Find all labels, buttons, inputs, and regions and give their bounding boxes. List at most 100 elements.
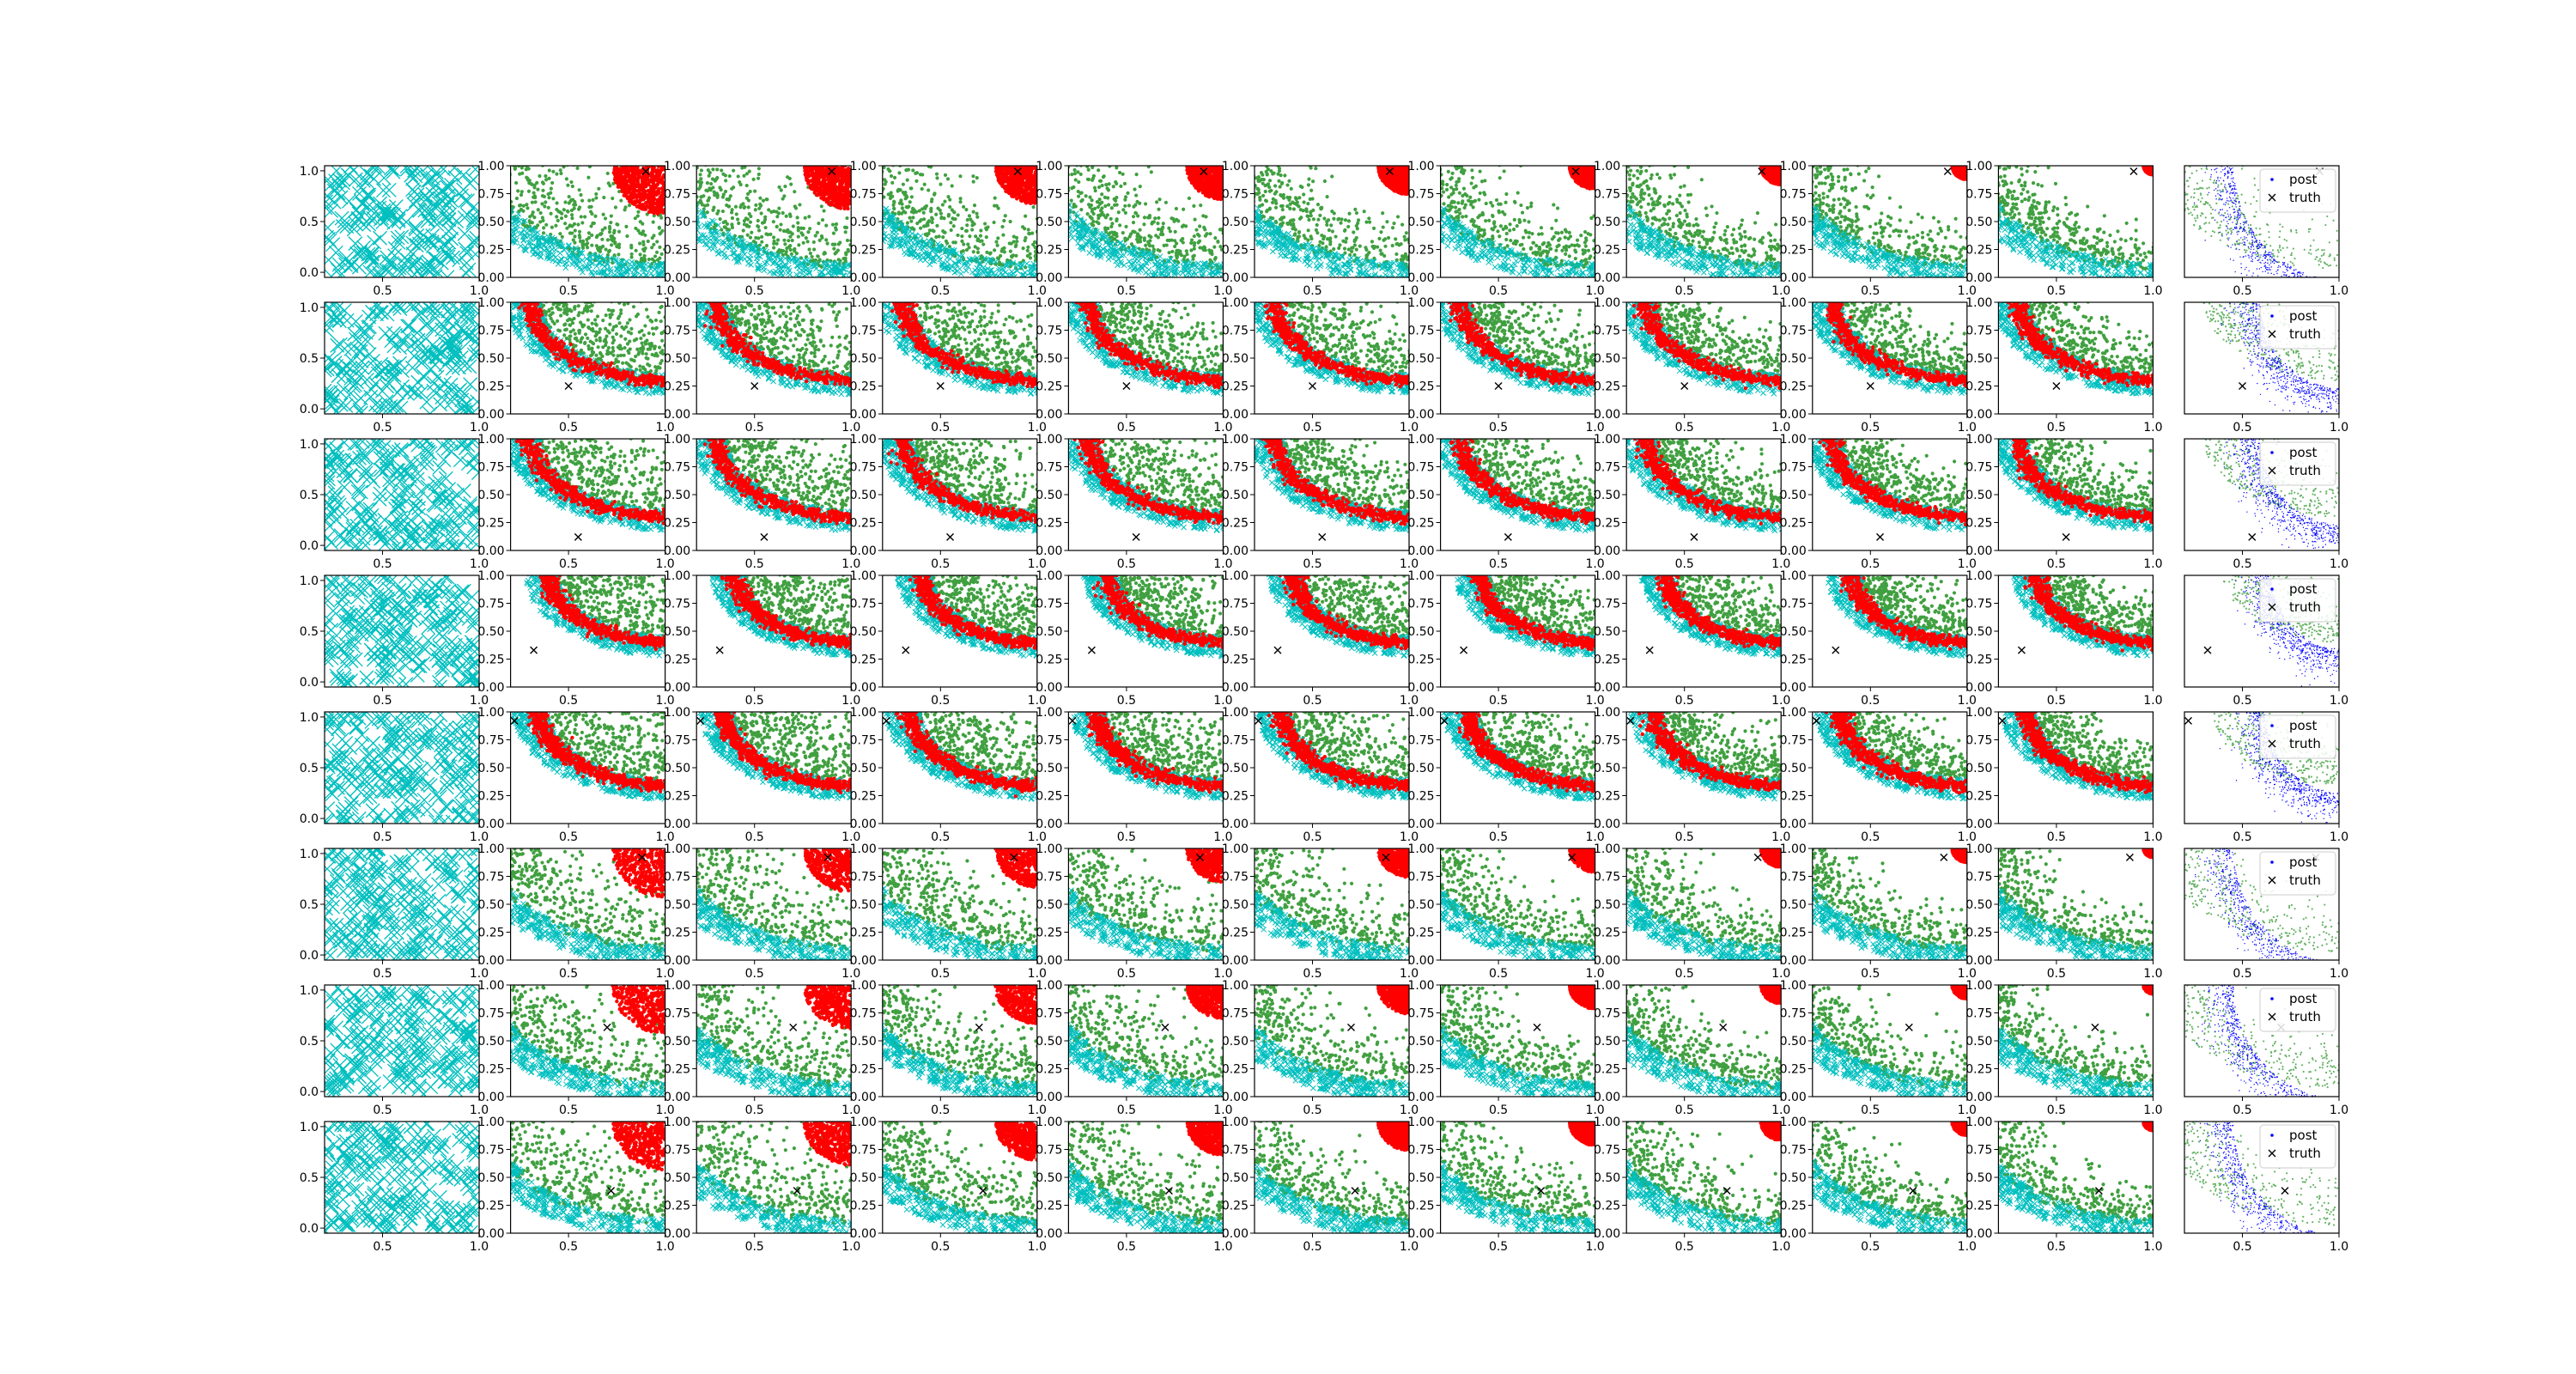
y-tick-label: 0.75 [1594,1144,1620,1158]
y-tick-label: 0.50 [664,216,690,229]
panel-r2-c3: 0.5 1.00.000.250.500.751.00 [664,296,863,435]
x-tick-label: 1.0 [2330,967,2348,981]
y-tick-label: 1.00 [1594,706,1620,720]
plot-area [876,435,1043,534]
x-tick-label: 1.0 [2330,830,2348,844]
x-tick-label: 0.5 [2233,967,2251,981]
x-tick-label: 0.5 [1117,421,1136,435]
x-tick-label: 0.5 [2233,284,2251,298]
y-tick-label: 1.00 [1407,160,1434,173]
plot-area [1621,434,1787,533]
y-tick-label: 0.25 [1965,517,1992,531]
y-tick-label: 0.75 [1222,461,1249,475]
plot-area [1248,298,1415,396]
legend-label: post [2289,581,2318,597]
y-tick-label: 0.25 [850,1200,877,1213]
truth-marker [1754,854,1761,860]
y-tick-label: 0.00 [1222,954,1249,968]
y-tick-label: 1.00 [1780,569,1807,583]
y-tick-label: 0.75 [1222,188,1249,202]
y-tick-label: 0.75 [664,871,690,885]
y-tick-label: 1.00 [477,1116,504,1129]
y-tick-label: 1.00 [1407,706,1434,720]
y-tick-label: 0.50 [1594,625,1620,639]
y-tick-label: 0.25 [850,790,877,804]
x-tick-label: 1.0 [470,1240,489,1254]
plot-area [318,705,485,830]
panel-r7-c3: 0.5 1.00.000.250.500.751.00 [646,979,861,1117]
y-tick-label: 0.5 [300,352,319,366]
front-points [612,164,667,216]
x-tick-label: 0.5 [1675,284,1694,298]
y-tick-label: 1.00 [1036,842,1062,856]
y-tick-label: 1.0 [300,165,319,179]
truth-marker [902,647,909,654]
y-tick-label: 0.75 [1594,325,1620,338]
panel-r1-c8: 0.5 1.00.000.250.500.751.00 [1575,160,1790,298]
plot-area [1814,707,1973,802]
plot-area [1455,570,1601,658]
y-tick-label: 0.25 [850,517,877,531]
y-tick-label: 0.25 [1965,1200,1992,1213]
y-tick-label: 0.25 [1780,927,1807,940]
x-tick-label: 0.5 [931,967,950,981]
x-tick-label: 0.5 [1117,1103,1136,1117]
truth-marker [2239,383,2246,390]
y-tick-label: 0.75 [1780,871,1807,885]
y-tick-label: 0.25 [664,1200,690,1213]
y-tick-label: 0.5 [300,625,319,639]
y-tick-label: 0.25 [664,790,690,804]
x-tick-label: 1.0 [2143,1240,2162,1254]
y-tick-label: 0.0 [300,1085,319,1099]
x-tick-label: 0.5 [1303,557,1321,571]
y-tick-label: 1.00 [1594,979,1620,993]
panel-r3-c8: 0.5 1.00.000.250.500.751.00 [1594,433,1790,571]
truth-marker [2053,383,2060,390]
y-tick-label: 1.00 [1222,433,1249,447]
x-tick-label: 0.5 [1675,1240,1694,1254]
panel-r5-c1: 0.5 1.00.00.51.0 [300,705,489,844]
y-tick-label: 0.75 [477,1007,504,1021]
x-tick-label: 0.5 [931,1103,950,1117]
front-points [994,1120,1039,1162]
y-tick-label: 0.75 [1965,871,1992,885]
prior-samples [319,568,486,694]
x-tick-label: 0.5 [1861,421,1880,435]
y-tick-label: 0.75 [1965,188,1992,202]
y-tick-label: 0.00 [477,1091,504,1104]
x-tick-label: 0.5 [745,284,764,298]
y-tick-label: 1.00 [1407,433,1434,447]
y-tick-label: 0.50 [1407,489,1434,502]
truth-marker [1720,1024,1727,1030]
y-tick-label: 0.25 [477,790,504,804]
y-tick-label: 0.50 [1594,898,1620,912]
y-tick-label: 0.75 [1594,598,1620,611]
y-tick-label: 0.50 [1222,489,1249,502]
y-tick-label: 0.75 [850,325,877,338]
y-tick-label: 0.50 [1780,625,1807,639]
y-tick-label: 0.25 [1780,517,1807,531]
y-tick-label: 0.50 [1407,352,1434,366]
panel-r1-c10: 0.5 1.00.000.250.500.751.00 [1947,160,2163,298]
y-tick-label: 0.50 [850,489,877,502]
y-tick-label: 0.25 [1594,654,1620,667]
y-tick-label: 0.75 [1036,598,1062,611]
y-tick-label: 0.75 [1594,871,1620,885]
y-tick-label: 1.00 [850,842,877,856]
y-tick-label: 1.00 [1036,706,1062,720]
y-tick-label: 0.75 [1407,325,1434,338]
legend-post-marker [2270,178,2274,181]
y-tick-label: 0.00 [850,408,877,422]
y-tick-label: 0.50 [1407,1035,1434,1049]
y-tick-label: 0.25 [1407,927,1434,940]
x-tick-label: 0.5 [745,694,764,708]
legend-post-marker [2270,314,2274,318]
y-tick-label: 0.25 [1594,517,1620,531]
truth-marker [1123,383,1130,390]
plot-area [1250,435,1416,532]
y-tick-label: 0.75 [1594,1007,1620,1021]
truth-marker [2018,647,2025,654]
y-tick-label: 0.25 [1222,244,1249,258]
